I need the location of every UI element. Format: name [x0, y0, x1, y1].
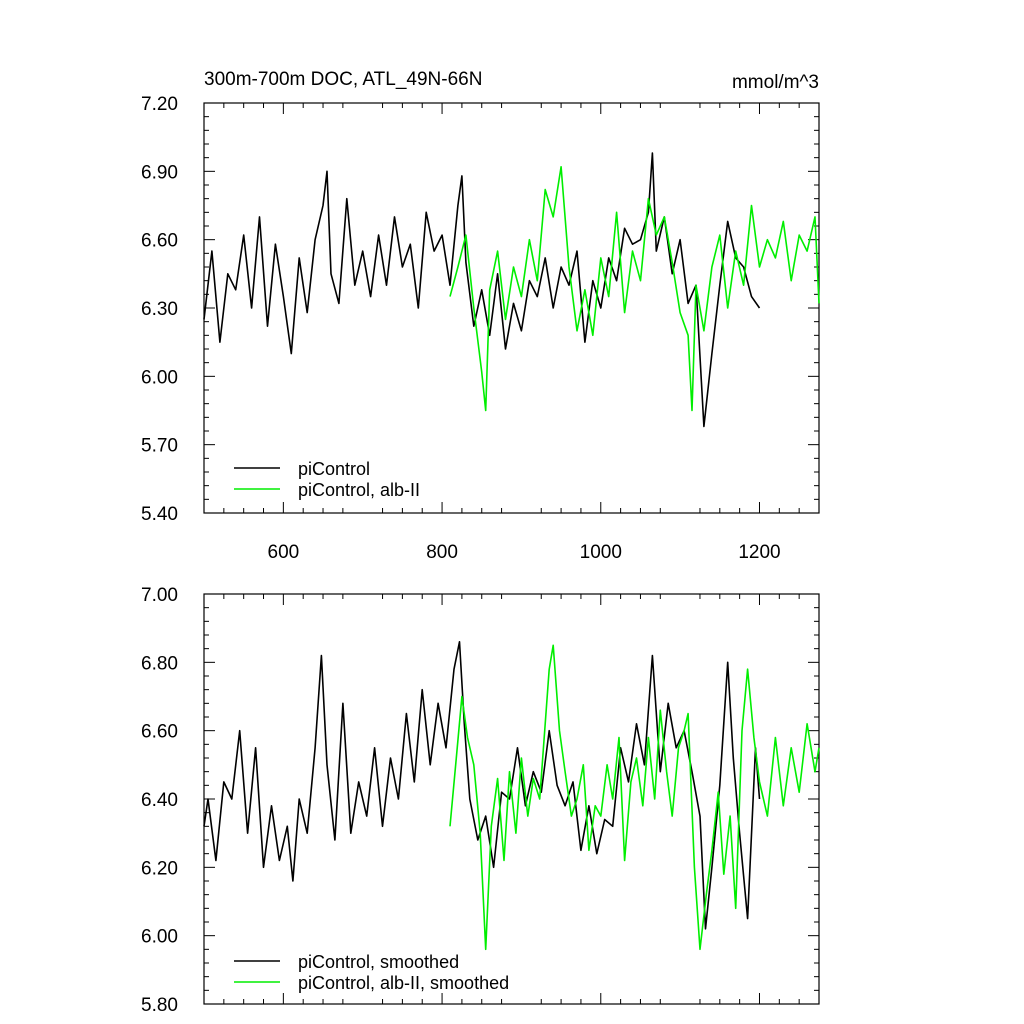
y-tick-label-top: 6.30	[141, 299, 178, 320]
y-tick-label-top: 6.90	[141, 162, 178, 183]
chart-top: 300m-700m DOC, ATL_49N-66N mmol/m^3 5.40…	[141, 69, 820, 563]
series-line-top-1	[449, 166, 820, 412]
y-tick-label-top: 7.20	[141, 94, 178, 115]
axis-ticks-bottom: 5.80 6.00 6.20 6.40 6.60 6.80 7.00	[141, 585, 820, 1016]
x-tick-label-top: 1000	[580, 542, 622, 563]
legend-label-alb-ii: piControl, alb-II	[298, 480, 420, 500]
chart-units: mmol/m^3	[732, 72, 819, 93]
x-tick-label-top: 600	[268, 542, 300, 563]
y-tick-label-top: 6.60	[141, 231, 178, 252]
y-tick-label-bottom: 6.80	[141, 653, 178, 674]
series-line-bottom-1	[449, 644, 820, 951]
legend-label-picontrol-smoothed: piControl, smoothed	[298, 952, 459, 972]
series-line-top-0	[203, 152, 761, 428]
y-tick-label-bottom: 6.00	[141, 927, 178, 948]
plot-frame-top	[203, 102, 820, 514]
legend-top: piControl piControl, alb-II	[234, 459, 420, 500]
y-tick-label-bottom: 7.00	[141, 585, 178, 606]
series-line-bottom-0	[203, 640, 761, 930]
series-group-top	[203, 152, 820, 428]
y-tick-label-bottom: 6.20	[141, 858, 178, 879]
axis-ticks-top: 5.40 5.70 6.00 6.30 6.60 6.90 7.20 600 800 1000 12…	[141, 94, 820, 563]
chart-title: 300m-700m DOC, ATL_49N-66N	[204, 69, 482, 90]
y-tick-label-top: 5.40	[141, 504, 178, 525]
x-tick-label-top: 800	[426, 542, 458, 563]
y-tick-label-top: 5.70	[141, 436, 178, 457]
chart-bottom: 5.80 6.00 6.20 6.40 6.60 6.80 7.00 piControl, …	[141, 585, 820, 1016]
y-tick-label-bottom: 6.40	[141, 790, 178, 811]
y-tick-label-bottom: 5.80	[141, 995, 178, 1016]
y-tick-label-top: 6.00	[141, 367, 178, 388]
plot-frame-bottom	[203, 593, 820, 1005]
series-group-bottom	[203, 640, 820, 951]
legend-bottom: piControl, smoothed piControl, alb-II, s…	[234, 952, 509, 993]
legend-label-alb-ii-smoothed: piControl, alb-II, smoothed	[298, 973, 509, 993]
legend-label-picontrol: piControl	[298, 459, 370, 479]
x-tick-label-top: 1200	[738, 542, 780, 563]
y-tick-label-bottom: 6.60	[141, 722, 178, 743]
